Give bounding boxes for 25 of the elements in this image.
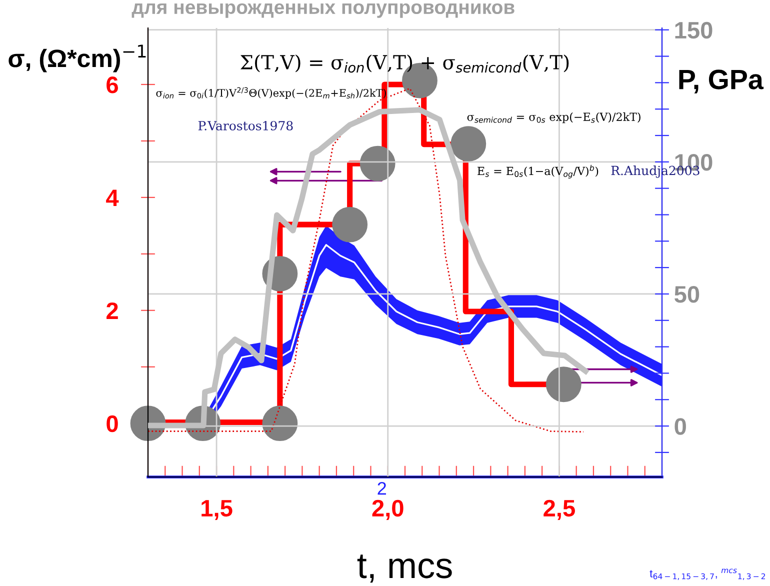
point (332, 206, 368, 242)
point (262, 406, 298, 442)
y-tick-label: 2 (106, 302, 118, 319)
annotation: P.Varostos1978 (198, 120, 293, 130)
x-axis-title: t, mcs (357, 554, 452, 583)
y-axis-title: σ, (Ω*cm)$^{−1}$ (8, 44, 146, 72)
y2-tick-label: 150 (675, 22, 712, 39)
y2-tick-label: 0 (674, 418, 686, 435)
y-tick-label: 4 (106, 190, 119, 206)
y2-axis-title: P, GPa (679, 70, 764, 94)
text: t$_{64−1,15−3,7}$, $^{mcs}$$_{1,3−2}$ (650, 568, 765, 580)
x-tick-label: 2,0 (372, 500, 404, 520)
x-tick-label: 1,5 (202, 500, 232, 520)
y-tick-label: 6 (106, 76, 118, 94)
x-tick-label: 2,5 (544, 500, 575, 520)
annotation: Σ(T,V) = σ$_{ion}$(V,T) + σ$_{semicond}$(V,T) (240, 54, 569, 73)
y2-tick-label: 50 (674, 286, 700, 303)
point (546, 366, 582, 402)
y-tick-label: 0 (106, 415, 118, 432)
text: 2 (378, 482, 386, 495)
point (360, 146, 396, 182)
chart-title: для невырожденных полупроводников (132, 3, 514, 18)
annotation: σ$_{semicond}$ = σ$_{0s}$ exp(−E$_{s}$(V)/2kT) (467, 112, 640, 124)
point (450, 126, 486, 162)
text: E$_{s}$ = E$_{0s}$(1−a(V$_{og}$/V)$^{b}$) (478, 164, 598, 178)
